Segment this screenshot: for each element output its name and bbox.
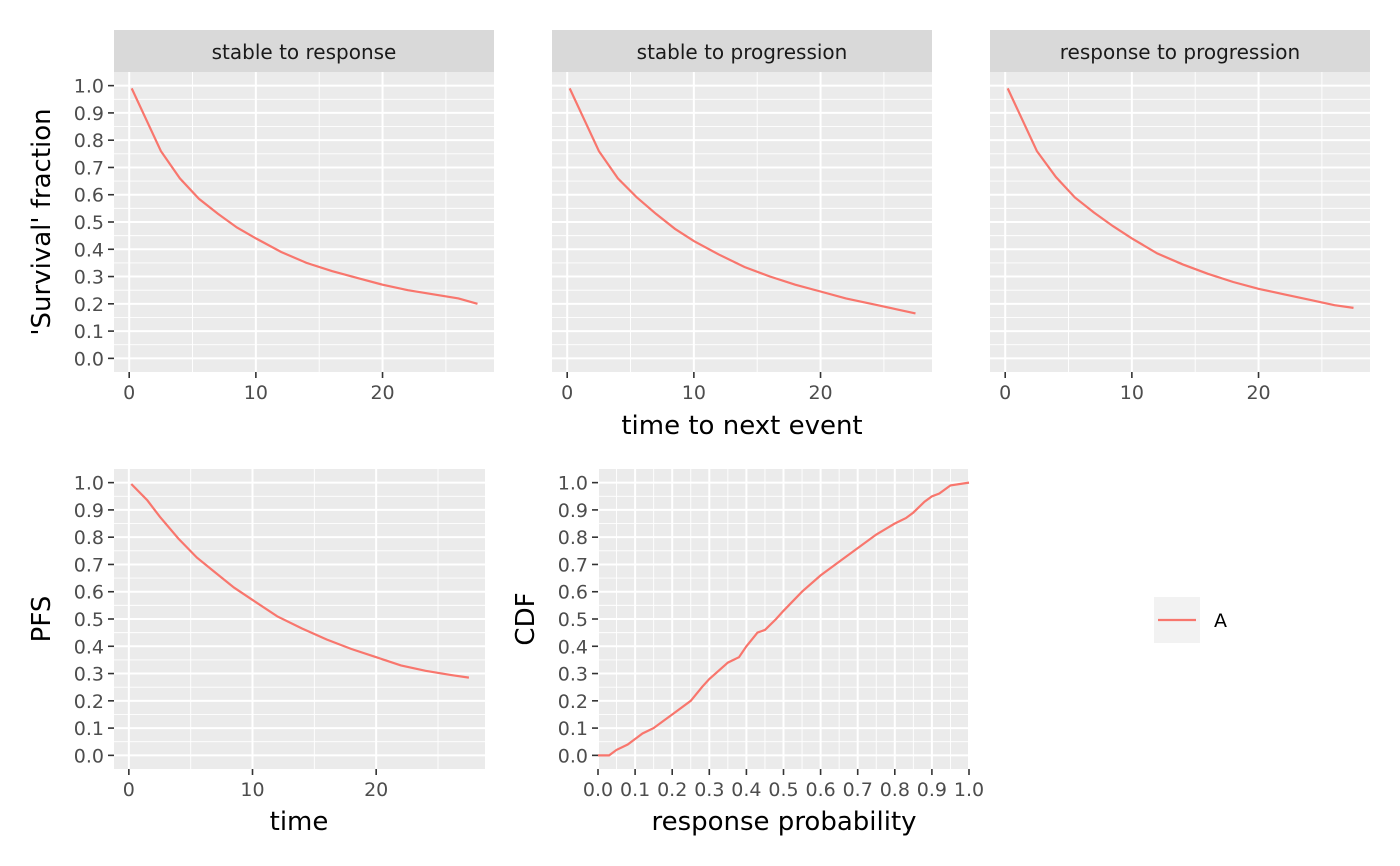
legend-label: A (1214, 610, 1227, 632)
y-tick-label: 0.2 (74, 294, 104, 316)
y-tick-label: 0.6 (74, 582, 104, 604)
y-ticks: 0.0 0.1 0.2 0.3 0.4 0.5 0.6 0.7 0.8 0.9 1.0 (74, 76, 114, 370)
series-line (130, 483, 470, 679)
y-tick-label: 0.1 (74, 321, 104, 343)
y-tick-label: 0.1 (74, 718, 104, 740)
y-tick-label: 0.5 (74, 609, 104, 631)
grid (597, 469, 970, 769)
y-tick-label: 0.7 (74, 554, 104, 576)
x-tick-label: 0.5 (768, 779, 798, 801)
y-tick-label: 0.4 (74, 239, 104, 261)
x-tick-label: 0 (561, 382, 573, 404)
y-tick-label: 0.6 (558, 582, 588, 604)
y-axis-title-survival: 'Survival' fraction (27, 108, 57, 335)
y-tick-label: 0.2 (558, 691, 588, 713)
y-tick-label: 1.0 (74, 76, 104, 98)
x-tick-label: 1.0 (954, 779, 984, 801)
x-tick-label: 0 (999, 382, 1011, 404)
y-tick-label: 0.9 (74, 103, 104, 125)
y-ticks: 0.0 0.1 0.2 0.3 0.4 0.5 0.6 0.7 0.8 0.9 1.0 (74, 473, 114, 767)
y-tick-label: 0.0 (74, 745, 104, 767)
x-axis-title-time-to-next-event: time to next event (621, 411, 862, 441)
panel-stable-to-response: stable to response 0.0 0.1 0.2 0.3 0.4 0.5 0.6… (74, 30, 494, 404)
y-tick-label: 0.7 (74, 157, 104, 179)
series-line (598, 481, 970, 757)
y-tick-label: 0.6 (74, 185, 104, 207)
x-tick-label: 0.1 (620, 779, 650, 801)
series-line (1006, 87, 1354, 309)
x-ticks: 0 10 20 (123, 372, 395, 404)
grid (990, 72, 1370, 372)
strip-background (114, 30, 494, 72)
x-ticks: 0 10 20 (123, 769, 388, 801)
strip-background (990, 30, 1370, 72)
x-tick-label: 0.9 (917, 779, 947, 801)
x-tick-label: 20 (808, 382, 832, 404)
x-tick-label: 0.3 (694, 779, 724, 801)
x-tick-label: 10 (244, 382, 268, 404)
panel-pfs: 0.0 0.1 0.2 0.3 0.4 0.5 0.6 0.7 0.8 0.9 1.0 0 10 20 (74, 469, 485, 801)
y-tick-label: 0.5 (74, 212, 104, 234)
y-tick-label: 0.3 (558, 664, 588, 686)
strip-label: response to progression (1060, 40, 1300, 64)
y-tick-label: 0.8 (74, 527, 104, 549)
x-tick-label: 10 (1120, 382, 1144, 404)
y-tick-label: 0.0 (74, 348, 104, 370)
x-tick-label: 10 (682, 382, 706, 404)
y-tick-label: 0.7 (558, 554, 588, 576)
x-axis-title-response-probability: response probability (651, 807, 916, 837)
x-tick-label: 0.0 (583, 779, 613, 801)
x-tick-label: 20 (364, 779, 388, 801)
series-line (568, 87, 916, 315)
y-tick-label: 0.3 (74, 664, 104, 686)
y-ticks: 0.0 0.1 0.2 0.3 0.4 0.5 0.6 0.7 0.8 0.9 1.0 (558, 473, 598, 767)
y-axis-title-cdf: CDF (511, 592, 541, 645)
x-ticks: 0.0 0.1 0.2 0.3 0.4 0.5 0.6 0.7 0.8 0.9 1.0 (583, 769, 984, 801)
panel-stable-to-progression: stable to progression 0 10 20 (552, 30, 932, 404)
y-tick-label: 0.4 (558, 636, 588, 658)
x-ticks: 0 10 20 (999, 372, 1271, 404)
y-tick-label: 1.0 (558, 473, 588, 495)
x-tick-label: 0 (123, 779, 135, 801)
panel-response-to-progression: response to progression 0 10 20 (990, 30, 1370, 404)
grid (552, 72, 932, 372)
legend: A (1154, 597, 1227, 643)
x-tick-label: 0.2 (657, 779, 687, 801)
x-ticks: 0 10 20 (561, 372, 833, 404)
y-tick-label: 0.9 (74, 500, 104, 522)
panel-cdf: 0.0 0.1 0.2 0.3 0.4 0.5 0.6 0.7 0.8 0.9 1.0 0.0 0.1… (558, 469, 984, 801)
x-tick-label: 0.6 (805, 779, 835, 801)
y-tick-label: 0.8 (558, 527, 588, 549)
y-tick-label: 0.1 (558, 718, 588, 740)
x-tick-label: 20 (370, 382, 394, 404)
y-tick-label: 0.2 (74, 691, 104, 713)
x-tick-label: 0.8 (880, 779, 910, 801)
y-tick-label: 0.5 (558, 609, 588, 631)
x-tick-label: 20 (1246, 382, 1270, 404)
y-tick-label: 0.0 (558, 745, 588, 767)
x-tick-label: 0.4 (731, 779, 761, 801)
y-tick-label: 1.0 (74, 473, 104, 495)
x-tick-label: 0 (123, 382, 135, 404)
grid (114, 469, 485, 769)
strip-background (552, 30, 932, 72)
y-tick-label: 0.8 (74, 130, 104, 152)
series-line (130, 87, 478, 305)
x-axis-title-time: time (270, 807, 329, 837)
x-tick-label: 0.7 (843, 779, 873, 801)
y-axis-title-pfs: PFS (27, 596, 57, 643)
strip-label: stable to response (212, 40, 397, 64)
x-tick-label: 10 (240, 779, 264, 801)
y-tick-label: 0.4 (74, 636, 104, 658)
strip-label: stable to progression (637, 40, 848, 64)
y-tick-label: 0.9 (558, 500, 588, 522)
y-tick-label: 0.3 (74, 267, 104, 289)
